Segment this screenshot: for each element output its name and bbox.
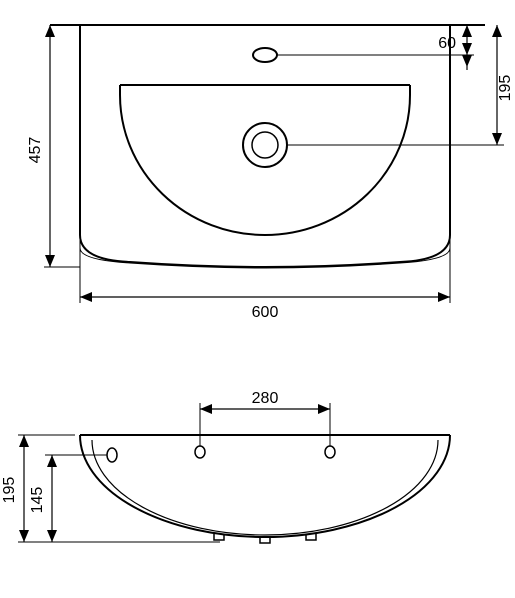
overflow-hole — [107, 448, 117, 462]
dim-457: 457 — [27, 25, 80, 267]
drain-inner — [252, 132, 278, 158]
faucet-hole — [253, 48, 277, 62]
body-bottom-arc-rim — [80, 238, 450, 268]
dim-195f-label: 195 — [1, 477, 18, 504]
mount-hole-right — [325, 446, 335, 458]
drain-outer — [243, 123, 287, 167]
body-bottom-arc — [80, 235, 450, 267]
dim-195: 195 — [490, 25, 514, 145]
dim-195-label: 195 — [497, 75, 514, 102]
dim-280-label: 280 — [252, 390, 279, 407]
mount-hole-left — [195, 446, 205, 458]
front-arc-inner — [92, 440, 438, 535]
dim-60: 60 — [438, 25, 474, 70]
dim-145-label: 145 — [29, 487, 46, 514]
front-view: 280 195 145 — [1, 390, 450, 543]
dim-60-label: 60 — [438, 35, 456, 52]
dim-600-label: 600 — [252, 304, 279, 321]
basin-bowl — [120, 85, 410, 235]
dim-600: 600 — [80, 248, 450, 321]
dim-145: 145 — [29, 455, 57, 542]
front-arc-outer — [80, 435, 450, 537]
dim-280: 280 — [200, 390, 330, 446]
top-view: 457 600 60 195 — [27, 25, 514, 321]
dim-457-label: 457 — [27, 137, 44, 164]
